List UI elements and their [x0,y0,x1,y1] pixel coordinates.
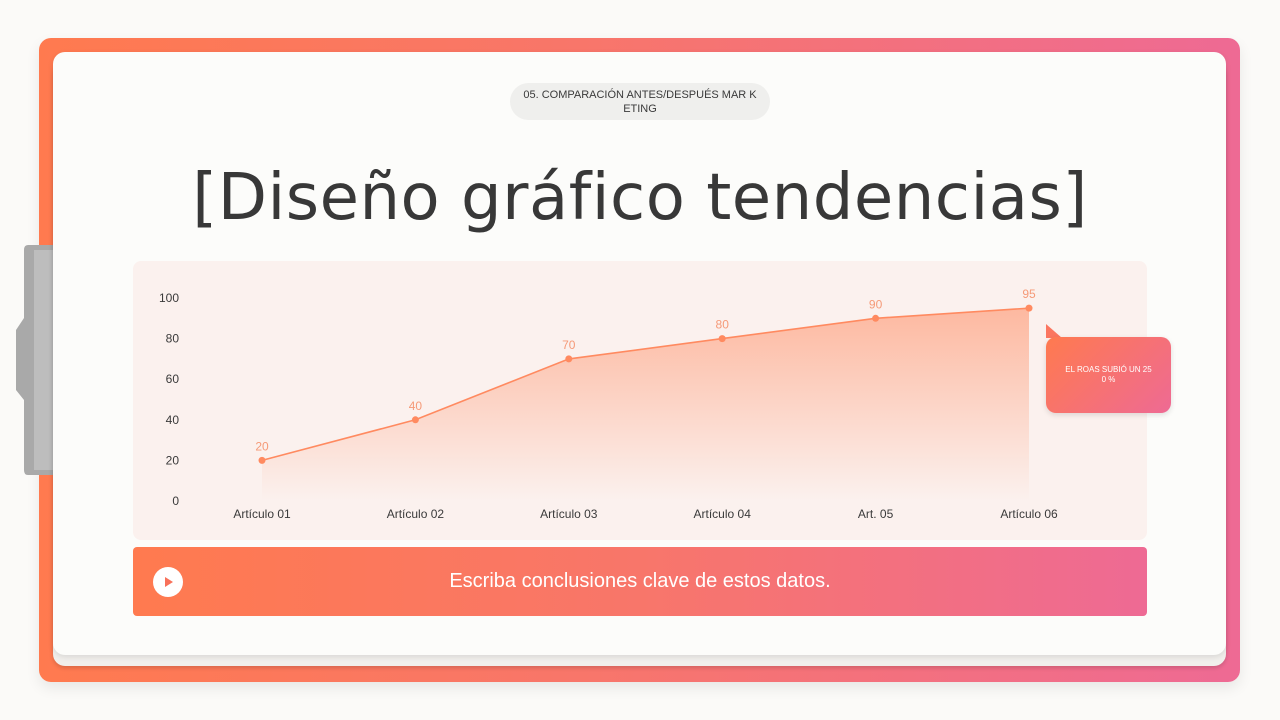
data-point [718,335,726,343]
conclusion-banner [133,547,1147,616]
x-tick-label: Artículo 04 [694,507,752,521]
x-tick-label: Artículo 06 [1000,507,1058,521]
x-tick-label: Artículo 01 [233,507,291,521]
data-point [258,456,266,464]
data-point [411,416,419,424]
data-point [565,355,573,363]
x-tick-label: Art. 05 [858,507,894,521]
play-button[interactable] [153,567,183,597]
conclusion-text: Escriba conclusiones clave de estos dato… [449,570,831,592]
x-tick-label: Artículo 03 [540,507,598,521]
callout-tail [1046,324,1062,338]
y-tick-label: 0 [172,494,179,508]
section-label: 05. COMPARACIÓN ANTES/DESPUÉS MAR KETING [510,83,770,120]
data-label: 80 [716,318,730,332]
y-tick-label: 20 [166,453,180,467]
data-label: 95 [1022,287,1036,301]
data-label: 20 [255,439,269,453]
y-tick-label: 60 [166,372,180,386]
y-tick-label: 100 [159,291,179,305]
data-label: 70 [562,338,576,352]
callout-bubble: EL ROAS SUBIÓ UN 25 0 % [1046,337,1171,413]
x-tick-label: Artículo 02 [387,507,445,521]
series-area [262,308,1029,501]
y-tick-label: 40 [166,413,180,427]
page-title: [Diseño gráfico tendencias] [192,161,1088,235]
data-label: 90 [869,297,883,311]
data-label: 40 [409,399,423,413]
series-line [261,307,1030,462]
y-tick-label: 80 [166,332,180,346]
play-icon [165,577,173,587]
data-point [872,314,880,322]
data-point [1025,304,1033,312]
